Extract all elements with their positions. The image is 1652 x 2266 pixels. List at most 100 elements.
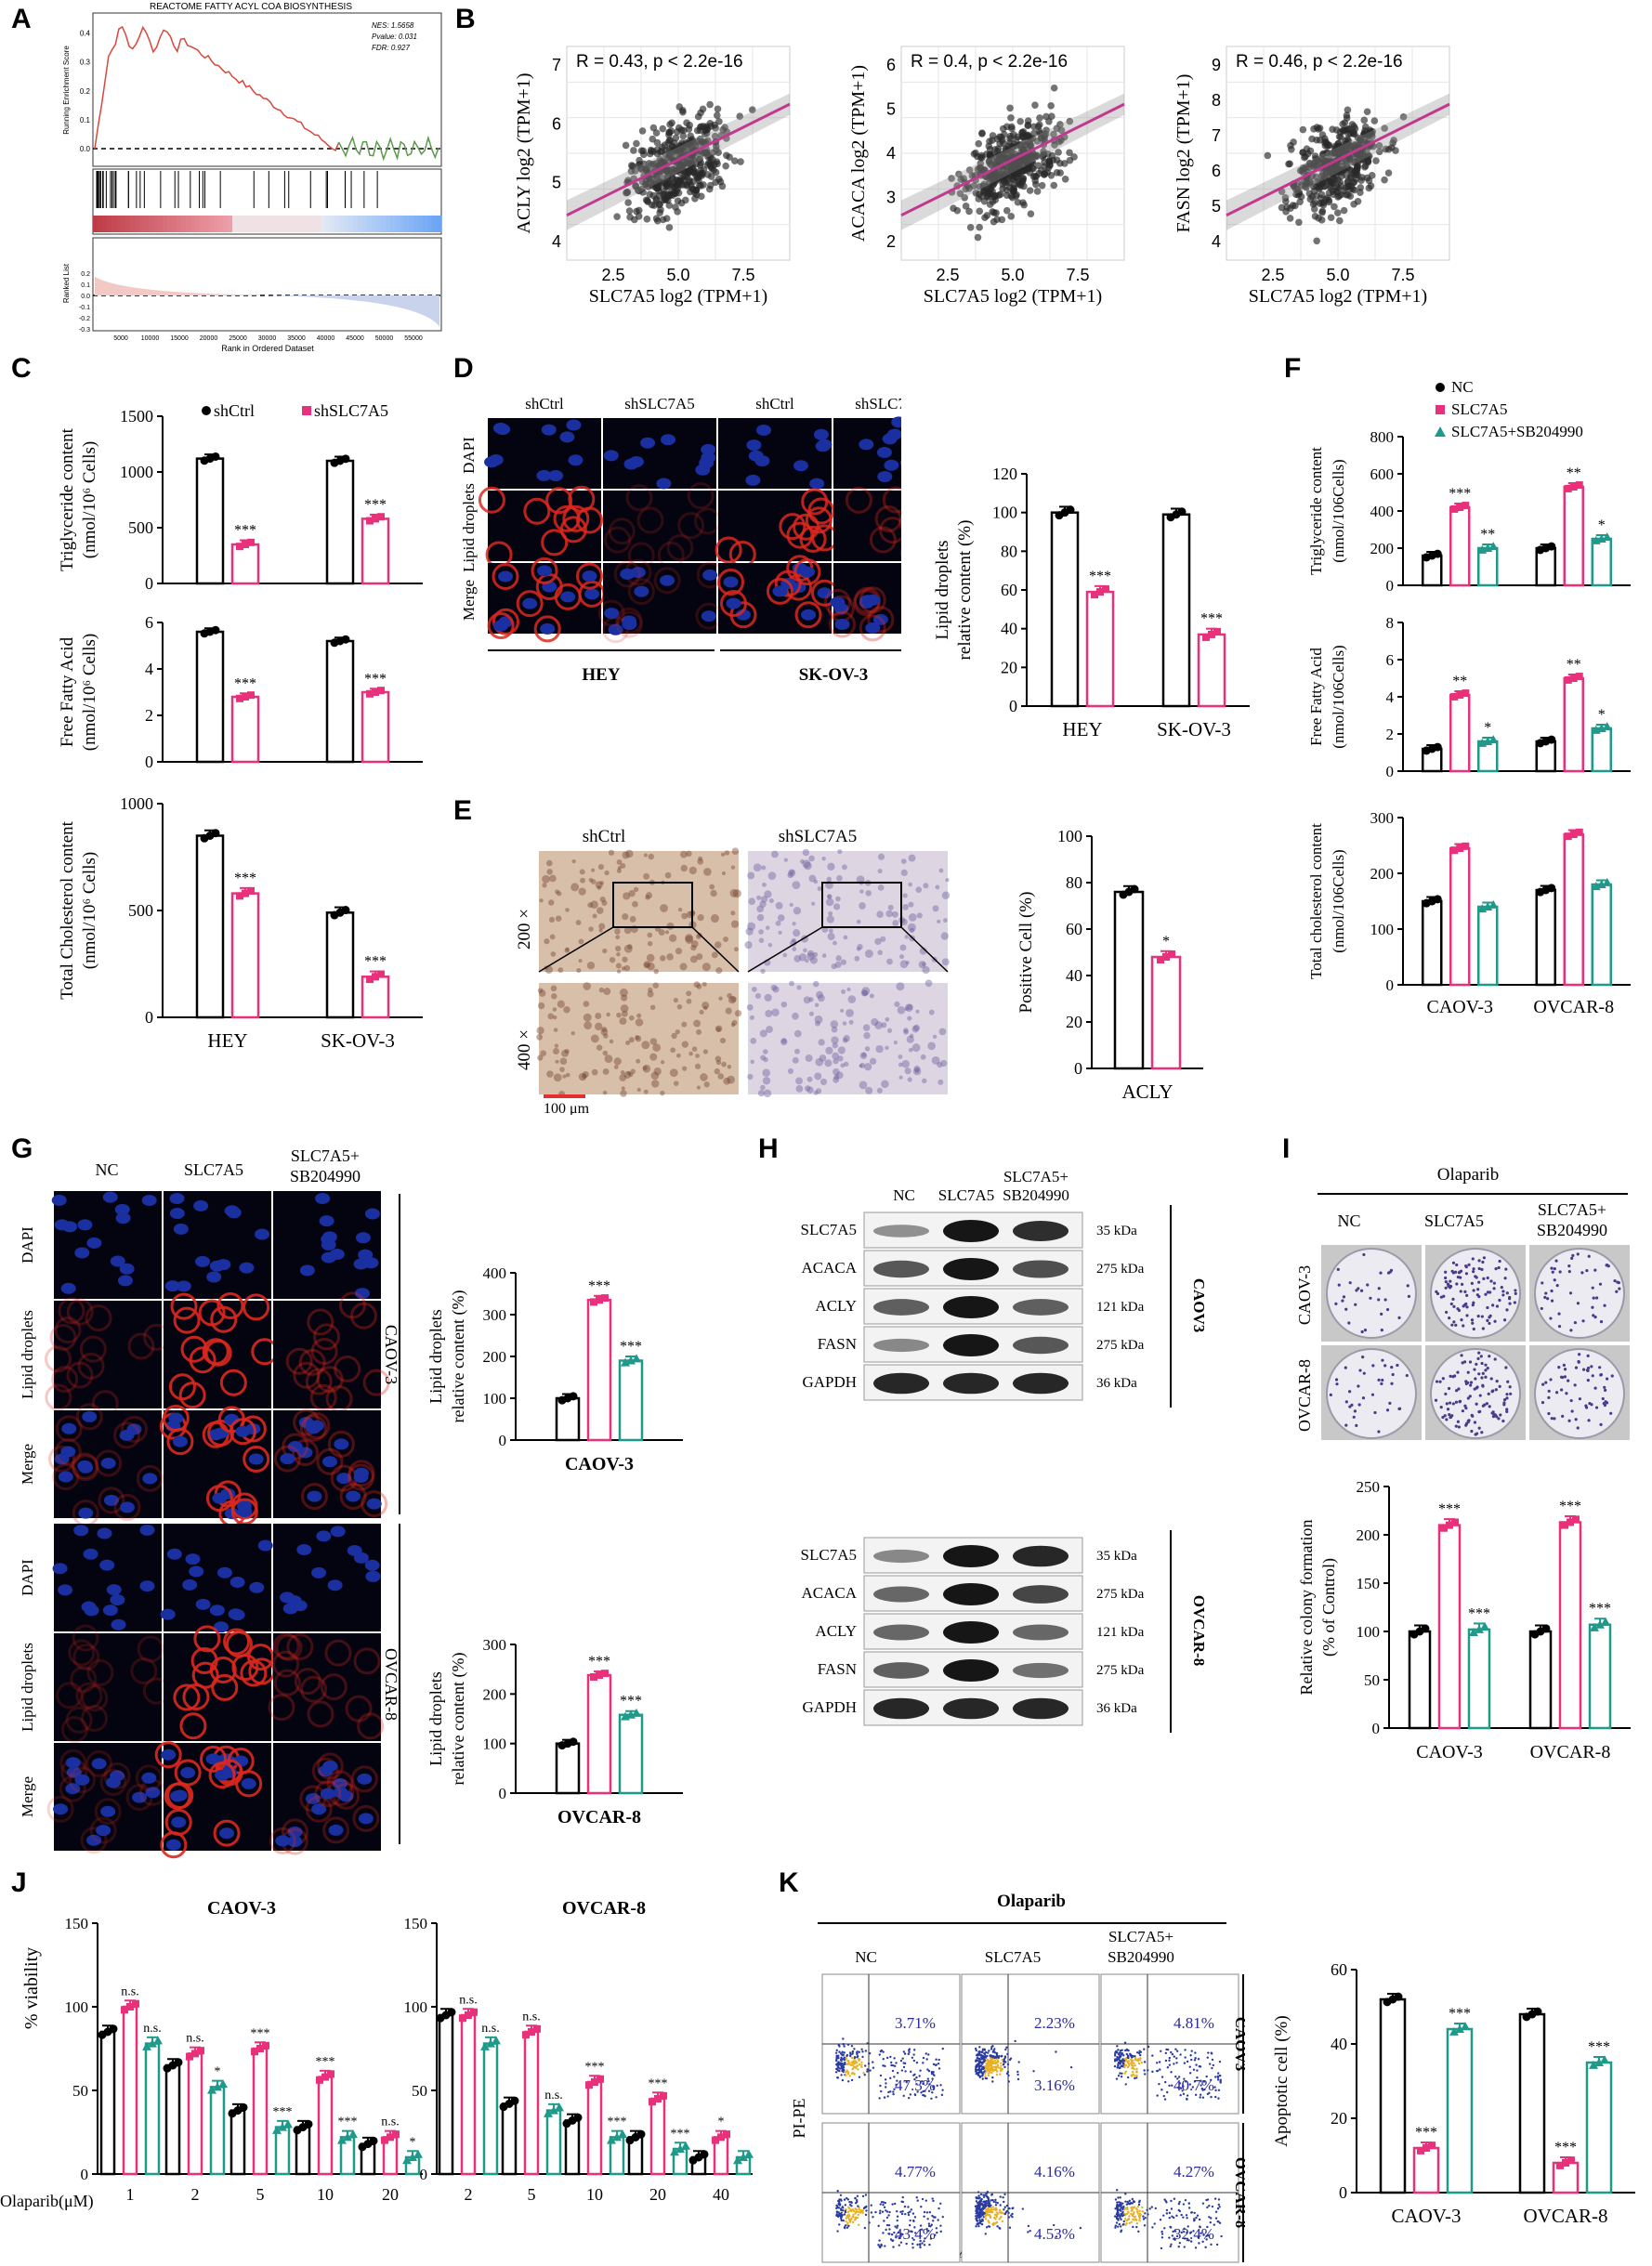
bar [1535, 888, 1556, 987]
column-label: SLC7A5+ [1108, 1928, 1173, 1945]
tile-background [833, 491, 901, 561]
scatter-point [1335, 192, 1344, 200]
event-dot [903, 2052, 907, 2055]
tissue-nucleus [831, 1026, 838, 1033]
tissue-nucleus [697, 858, 704, 865]
significance-label: n.s. [544, 2089, 562, 2102]
scatter-point [1033, 188, 1042, 195]
tissue-nucleus [875, 1044, 884, 1054]
data-point [148, 2038, 157, 2048]
scatter-point [694, 112, 702, 121]
scatter-point [989, 137, 996, 144]
event-dot [1160, 2089, 1163, 2091]
colony [1578, 1353, 1581, 1356]
event-dot [911, 2246, 914, 2249]
data-point [337, 2135, 347, 2144]
event-dot [1205, 2075, 1208, 2078]
zoom-line [900, 926, 949, 973]
colony [1567, 1270, 1571, 1274]
significance-label: ** [1452, 674, 1467, 689]
significance-label: *** [585, 2060, 605, 2074]
event-dot [1118, 2059, 1121, 2062]
rank-gradient-cell [274, 216, 280, 232]
event-dot [927, 2222, 931, 2225]
tissue-nucleus [756, 895, 762, 900]
tissue-nucleus [898, 1054, 903, 1059]
scatter-point [659, 124, 667, 133]
tissue-nucleus [846, 1009, 854, 1017]
nucleus [164, 1280, 180, 1292]
rank-gradient-cell [242, 216, 247, 232]
event-dot [883, 2206, 886, 2208]
event-dot [976, 2056, 979, 2060]
data-point [723, 2130, 730, 2139]
scatter-point [645, 160, 653, 167]
kda-label: 275 kDa [1096, 1338, 1145, 1353]
scatter-point [1286, 215, 1294, 222]
event-dot [1164, 2080, 1167, 2084]
event-dot [860, 2209, 864, 2213]
bar [1161, 513, 1191, 708]
event-dot [878, 2239, 881, 2242]
bar [1150, 955, 1182, 1070]
event-dot [860, 2063, 863, 2066]
nucleus [166, 1548, 182, 1560]
event-dot [878, 2211, 882, 2215]
event-dot [911, 2243, 914, 2246]
tissue-nucleus [635, 1034, 640, 1041]
blot-band [1013, 1372, 1069, 1395]
lipid-droplet [75, 1403, 103, 1431]
group-label: 2 [191, 2185, 200, 2204]
colony [1361, 1396, 1366, 1400]
colony [1482, 1277, 1486, 1280]
data-point [717, 2133, 725, 2142]
tissue-nucleus [681, 912, 688, 920]
y-tick-label: 50 [412, 2082, 427, 2100]
tissue-nucleus [914, 1068, 920, 1074]
tissue-nucleus [907, 923, 916, 932]
nucleus [364, 1208, 380, 1220]
colony [1458, 1400, 1462, 1404]
tissue-nucleus [815, 1020, 820, 1027]
colony [1551, 1270, 1554, 1274]
tile-background [273, 1301, 381, 1408]
tissue-nucleus [762, 1049, 768, 1054]
event-dot [858, 2076, 861, 2078]
colony [1354, 1303, 1357, 1306]
tissue-nucleus [877, 950, 883, 956]
tissue-nucleus [590, 1034, 599, 1043]
event-dot [995, 2073, 999, 2076]
event-dot [882, 2232, 885, 2234]
rank-gradient-cell [358, 216, 363, 232]
nucleus [327, 1579, 343, 1591]
tissue-nucleus [746, 1003, 754, 1011]
tissue-nucleus [913, 1065, 921, 1072]
scatter-point [1029, 135, 1037, 142]
event-dot [847, 2224, 850, 2228]
scatter-point [662, 167, 670, 176]
lipid-droplet [294, 1668, 321, 1696]
event-dot [1118, 2066, 1121, 2069]
scatter-point [1027, 141, 1035, 150]
rank-gradient-cell [395, 216, 400, 232]
event-dot [840, 2199, 843, 2202]
data-point [1451, 1518, 1459, 1526]
y-tick-label: 5 [886, 100, 896, 119]
colony [1451, 1297, 1455, 1301]
tissue-nucleus [842, 1037, 848, 1043]
event-dot [852, 2060, 856, 2063]
nucleus [78, 1507, 94, 1519]
event-dot [1126, 2076, 1130, 2079]
tissue-nucleus [762, 882, 767, 887]
scatter-point [1329, 125, 1336, 134]
event-dot [892, 2246, 895, 2248]
colony [1381, 1378, 1384, 1382]
event-dot [1055, 2050, 1057, 2053]
tissue-nucleus [715, 1055, 722, 1062]
nucleus [77, 1219, 93, 1231]
tissue-nucleus [696, 1028, 702, 1035]
colony [1390, 1366, 1394, 1369]
colony [1467, 1263, 1471, 1266]
event-dot [939, 2084, 942, 2087]
tissue-nucleus [792, 922, 796, 926]
